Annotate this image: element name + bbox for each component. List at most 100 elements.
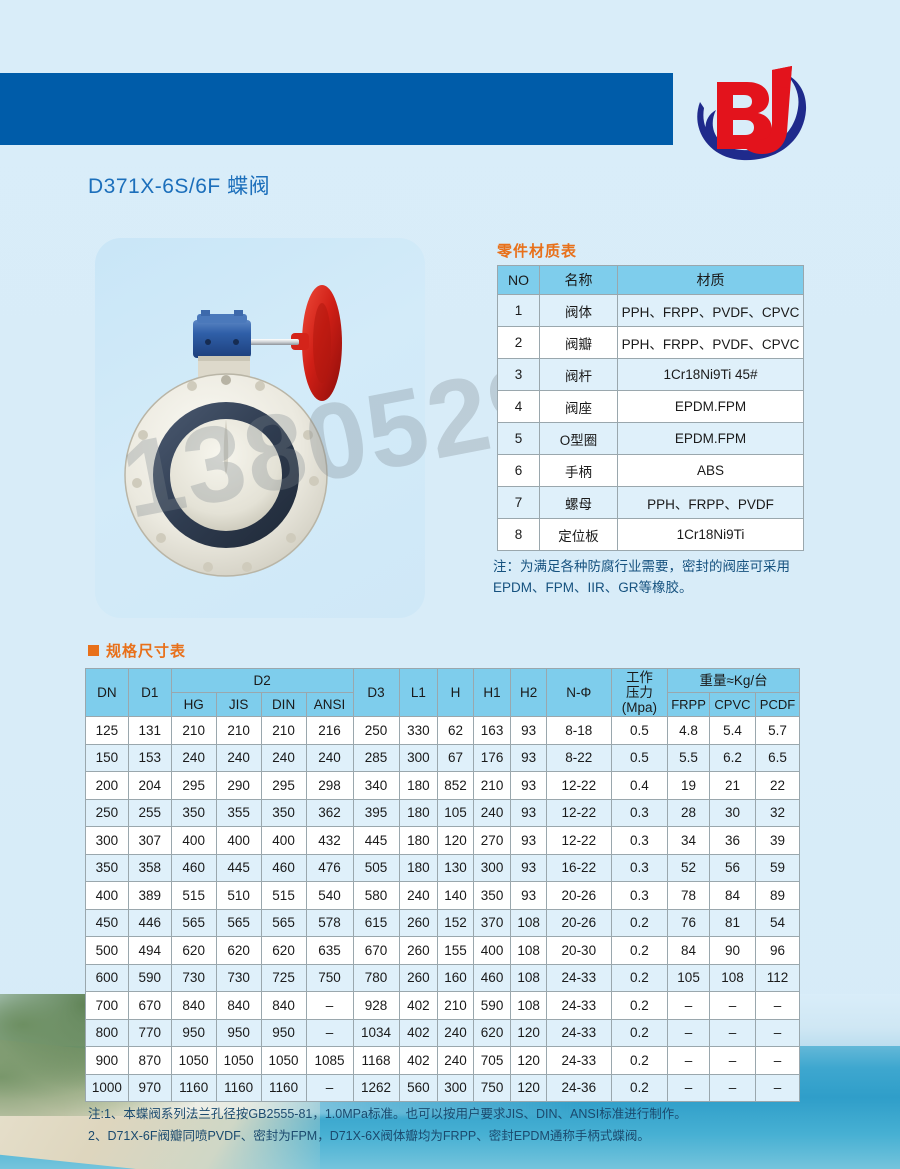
spec-cell-pcdf: 96 [754, 936, 801, 965]
spec-pressure-line1: 工作 [625, 670, 653, 685]
spec-cell-frpp: 52 [667, 853, 710, 882]
table-row: 500 494 620 620 620 635 670 260 155 400 108 20-30 0.… [85, 936, 801, 965]
spec-cell-h2: 93 [510, 826, 547, 855]
spec-cell-dn: 800 [85, 1018, 129, 1047]
spec-cell-ansi: 1085 [305, 1046, 354, 1075]
spec-cell-ansi: 216 [305, 716, 354, 745]
materials-cell-material: 1Cr18Ni9Ti [617, 518, 804, 551]
spec-cell-h1: 270 [472, 826, 512, 855]
spec-cell-d1: 358 [127, 853, 172, 882]
spec-cell-din: 620 [260, 936, 307, 965]
spec-cell-jis: 355 [215, 798, 262, 827]
spec-cell-pressure: 0.2 [610, 908, 669, 937]
spec-cell-frpp: 19 [667, 771, 710, 800]
spec-cell-h2: 120 [510, 1018, 547, 1047]
spec-cell-hg: 350 [170, 798, 217, 827]
spec-cell-h: 140 [437, 881, 474, 910]
spec-cell-jis: 210 [215, 716, 262, 745]
spec-cell-pressure: 0.5 [610, 716, 669, 745]
materials-cell-no: 4 [497, 390, 540, 423]
spec-cell-n-phi: 20-26 [545, 881, 612, 910]
spec-cell-frpp: – [667, 1046, 710, 1075]
product-photo-panel [95, 238, 425, 618]
spec-cell-d3: 615 [352, 908, 400, 937]
spec-table-title-label: 规格尺寸表 [106, 643, 187, 660]
spec-cell-cpvc: 30 [708, 798, 756, 827]
spec-cell-hg: 730 [170, 963, 217, 992]
materials-cell-name: 阀瓣 [539, 326, 618, 359]
spec-cell-l1: 300 [398, 743, 439, 772]
spec-cell-pressure: 0.2 [610, 1073, 669, 1102]
table-row: 2 阀瓣 PPH、FRPP、PVDF、CPVC [497, 326, 804, 359]
spec-cell-d3: 1034 [352, 1018, 400, 1047]
spec-cell-dn: 450 [85, 908, 129, 937]
spec-col-h2: H2 [510, 668, 547, 717]
spec-cell-d1: 255 [127, 798, 172, 827]
spec-cell-pcdf: 6.5 [754, 743, 801, 772]
spec-cell-pcdf: 22 [754, 771, 801, 800]
spec-col-pressure: 工作 压力 (Mpa) [610, 668, 669, 717]
spec-cell-h: 300 [437, 1073, 474, 1102]
spec-cell-hg: 1160 [170, 1073, 217, 1102]
spec-cell-hg: 240 [170, 743, 217, 772]
table-row: 1 阀体 PPH、FRPP、PVDF、CPVC [497, 294, 804, 327]
footnotes: 注:1、本蝶阀系列法兰孔径按GB2555-81，1.0MPa标准。也可以按用户要… [88, 1103, 818, 1147]
spec-cell-pressure: 0.2 [610, 936, 669, 965]
square-bullet-icon [88, 645, 99, 656]
bj-logo [686, 62, 812, 166]
spec-cell-pcdf: 59 [754, 853, 801, 882]
spec-cell-l1: 260 [398, 908, 439, 937]
spec-cell-h: 155 [437, 936, 474, 965]
spec-col-weight-frpp: FRPP [667, 692, 710, 717]
spec-cell-hg: 950 [170, 1018, 217, 1047]
materials-cell-material: EPDM.FPM [617, 422, 804, 455]
spec-col-d1: D1 [127, 668, 172, 717]
table-row: 600 590 730 730 725 750 780 260 160 460 108 24-33 0.… [85, 963, 801, 992]
spec-cell-din: 460 [260, 853, 307, 882]
spec-cell-n-phi: 24-33 [545, 963, 612, 992]
spec-cell-pcdf: – [754, 1018, 801, 1047]
spec-col-h1: H1 [472, 668, 512, 717]
spec-cell-pressure: 0.2 [610, 1046, 669, 1075]
spec-header-row-2: HG JIS DIN ANSI FRPP CPVC PCDF [86, 692, 801, 717]
spec-cell-d3: 670 [352, 936, 400, 965]
spec-cell-dn: 500 [85, 936, 129, 965]
spec-cell-h: 852 [437, 771, 474, 800]
spec-cell-frpp: 76 [667, 908, 710, 937]
spec-cell-din: 950 [260, 1018, 307, 1047]
spec-cell-d3: 395 [352, 798, 400, 827]
spec-cell-ansi: 362 [305, 798, 354, 827]
spec-cell-cpvc: – [708, 1073, 756, 1102]
spec-cell-pcdf: – [754, 1046, 801, 1075]
page-title: D371X-6S/6F 蝶阀 [88, 175, 271, 198]
table-row: 700 670 840 840 840–928 402 210 590 108 24-33 0.2–… [85, 991, 801, 1020]
spec-cell-d3: 1262 [352, 1073, 400, 1102]
spec-cell-n-phi: 12-22 [545, 771, 612, 800]
spec-cell-frpp: 105 [667, 963, 710, 992]
spec-cell-din: 210 [260, 716, 307, 745]
spec-cell-dn: 600 [85, 963, 129, 992]
table-row: 7 螺母 PPH、FRPP、PVDF [497, 486, 804, 519]
footnote-2: 2、D71X-6F阀瓣同喷PVDF、密封为FPM，D71X-6X阀体瓣均为FRP… [88, 1129, 650, 1143]
spec-cell-d3: 928 [352, 991, 400, 1020]
spec-cell-dn: 400 [85, 881, 129, 910]
spec-cell-cpvc: 81 [708, 908, 756, 937]
spec-cell-h1: 240 [472, 798, 512, 827]
spec-cell-h: 62 [437, 716, 474, 745]
spec-cell-l1: 330 [398, 716, 439, 745]
spec-cell-d3: 1168 [352, 1046, 400, 1075]
spec-col-weight-cpvc: CPVC [708, 692, 756, 717]
spec-cell-frpp: 34 [667, 826, 710, 855]
spec-cell-frpp: 28 [667, 798, 710, 827]
spec-cell-h1: 176 [472, 743, 512, 772]
spec-cell-l1: 402 [398, 991, 439, 1020]
spec-cell-jis: 445 [215, 853, 262, 882]
spec-cell-hg: 620 [170, 936, 217, 965]
spec-cell-d3: 505 [352, 853, 400, 882]
spec-cell-frpp: – [667, 991, 710, 1020]
spec-cell-d1: 590 [127, 963, 172, 992]
spec-cell-frpp: – [667, 1073, 710, 1102]
table-row: 800 770 950 950 950–1034 402 240 620 120 24-33 0.2… [85, 1018, 801, 1047]
spec-cell-jis: 1050 [215, 1046, 262, 1075]
spec-cell-d3: 340 [352, 771, 400, 800]
